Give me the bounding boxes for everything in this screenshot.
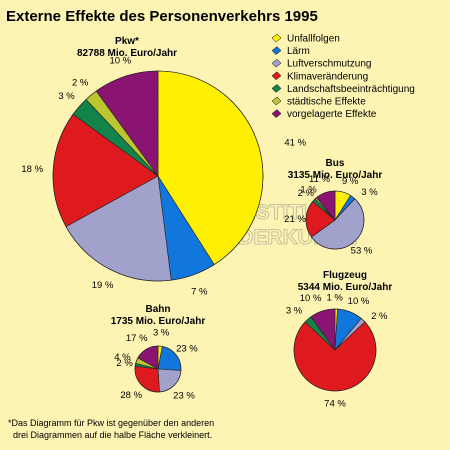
data-label-staedtische-effekte: 2 % (72, 78, 89, 89)
pie-outline (293, 308, 377, 392)
data-label-luftverschmutzung: 19 % (92, 280, 114, 291)
data-label-landschaftsbeeintraechtigung: 3 % (286, 306, 303, 317)
legend-label-vorgelagerte-effekte: vorgelagerte Effekte (287, 109, 377, 120)
data-label-unfallfolgen: 1 % (327, 293, 344, 304)
data-label-landschaftsbeeintraechtigung: 2 % (116, 358, 133, 369)
data-label-laerm: 7 % (191, 286, 208, 297)
data-label-laerm: 10 % (348, 296, 370, 307)
data-label-klimaveraenderung: 74 % (324, 399, 346, 410)
pie-pkw: 41 % 7 % 19 % 18 % 3 % 2 % 10 % Pkw*82788 Mio. … (21, 36, 306, 297)
data-label-staedtische-effekte: 1 % (300, 185, 317, 196)
legend-swatch-staedtische-effekte (271, 96, 282, 106)
chart-subtitle: 3135 Mio. Euro/Jahr (288, 170, 383, 181)
legend-label-luftverschmutzung: Luftverschmutzung (287, 59, 372, 70)
data-label-laerm: 3 % (361, 187, 378, 198)
footnote-line-2: drei Diagrammen auf die halbe Fläche ver… (8, 430, 212, 440)
data-label-vorgelagerte-effekte: 10 % (109, 56, 131, 67)
legend-label-landschaftsbeeintraechtigung: Landschaftsbeeinträchtigung (287, 84, 415, 95)
data-label-unfallfolgen: 3 % (153, 328, 170, 339)
chart-subtitle: 5344 Mio. Euro/Jahr (298, 282, 393, 293)
data-label-laerm: 23 % (176, 344, 198, 355)
pie-outline (305, 190, 365, 250)
chart-subtitle: 1735 Mio. Euro/Jahr (111, 316, 206, 327)
pie-outline (52, 70, 264, 282)
legend-swatch-unfallfolgen (271, 33, 282, 43)
legend-label-laerm: Lärm (287, 46, 310, 57)
data-label-luftverschmutzung: 23 % (173, 391, 195, 402)
page-title: Externe Effekte des Personenverkehrs 199… (6, 8, 318, 25)
legend-swatch-klimaveraenderung (271, 71, 282, 81)
slice-luftverschmutzung (157, 368, 182, 393)
legend-label-klimaveraenderung: Klimaveränderung (287, 71, 368, 82)
legend-swatch-laerm (271, 46, 282, 55)
data-label-klimaveraenderung: 18 % (21, 164, 43, 175)
slice-klimaveraenderung (134, 365, 160, 393)
footnote-line-1: *Das Diagramm für Pkw ist gegenüber den … (8, 418, 214, 428)
legend-swatch-luftverschmutzung (271, 58, 282, 68)
data-label-vorgelagerte-effekte: 10 % (300, 293, 322, 304)
legend-swatch-vorgelagerte-effekte (271, 109, 282, 118)
data-label-vorgelagerte-effekte: 17 % (126, 333, 148, 344)
legend-swatch-landschaftsbeeintraechtigung (271, 84, 282, 93)
chart-subtitle: 82788 Mio. Euro/Jahr (77, 48, 177, 59)
legend-label-unfallfolgen: Unfallfolgen (287, 34, 340, 45)
data-label-klimaveraenderung: 28 % (120, 390, 142, 401)
chart-title: Flugzeug (323, 270, 367, 281)
pie-charts: 41 %7 %19 %18 %3 %2 %10 %Pkw*82788 Mio. … (21, 36, 392, 410)
data-label-landschaftsbeeintraechtigung: 2 % (298, 188, 315, 199)
data-label-landschaftsbeeintraechtigung: 3 % (58, 91, 75, 102)
chart-title: Pkw* (115, 36, 139, 47)
chart-title: Bahn (146, 304, 171, 315)
data-label-vorgelagerte-effekte: 11 % (309, 174, 331, 185)
data-label-staedtische-effekte: 4 % (114, 352, 131, 363)
chart-title: Bus (326, 158, 345, 169)
data-label-luftverschmutzung: 2 % (371, 311, 388, 322)
data-label-klimaveraenderung: 21 % (284, 214, 306, 225)
data-label-luftverschmutzung: 53 % (351, 246, 373, 257)
pie-outline (134, 345, 182, 393)
data-label-unfallfolgen: 41 % (284, 138, 306, 149)
legend-label-staedtische-effekte: städtische Effekte (287, 97, 366, 108)
data-label-unfallfolgen: 9 % (342, 176, 359, 187)
